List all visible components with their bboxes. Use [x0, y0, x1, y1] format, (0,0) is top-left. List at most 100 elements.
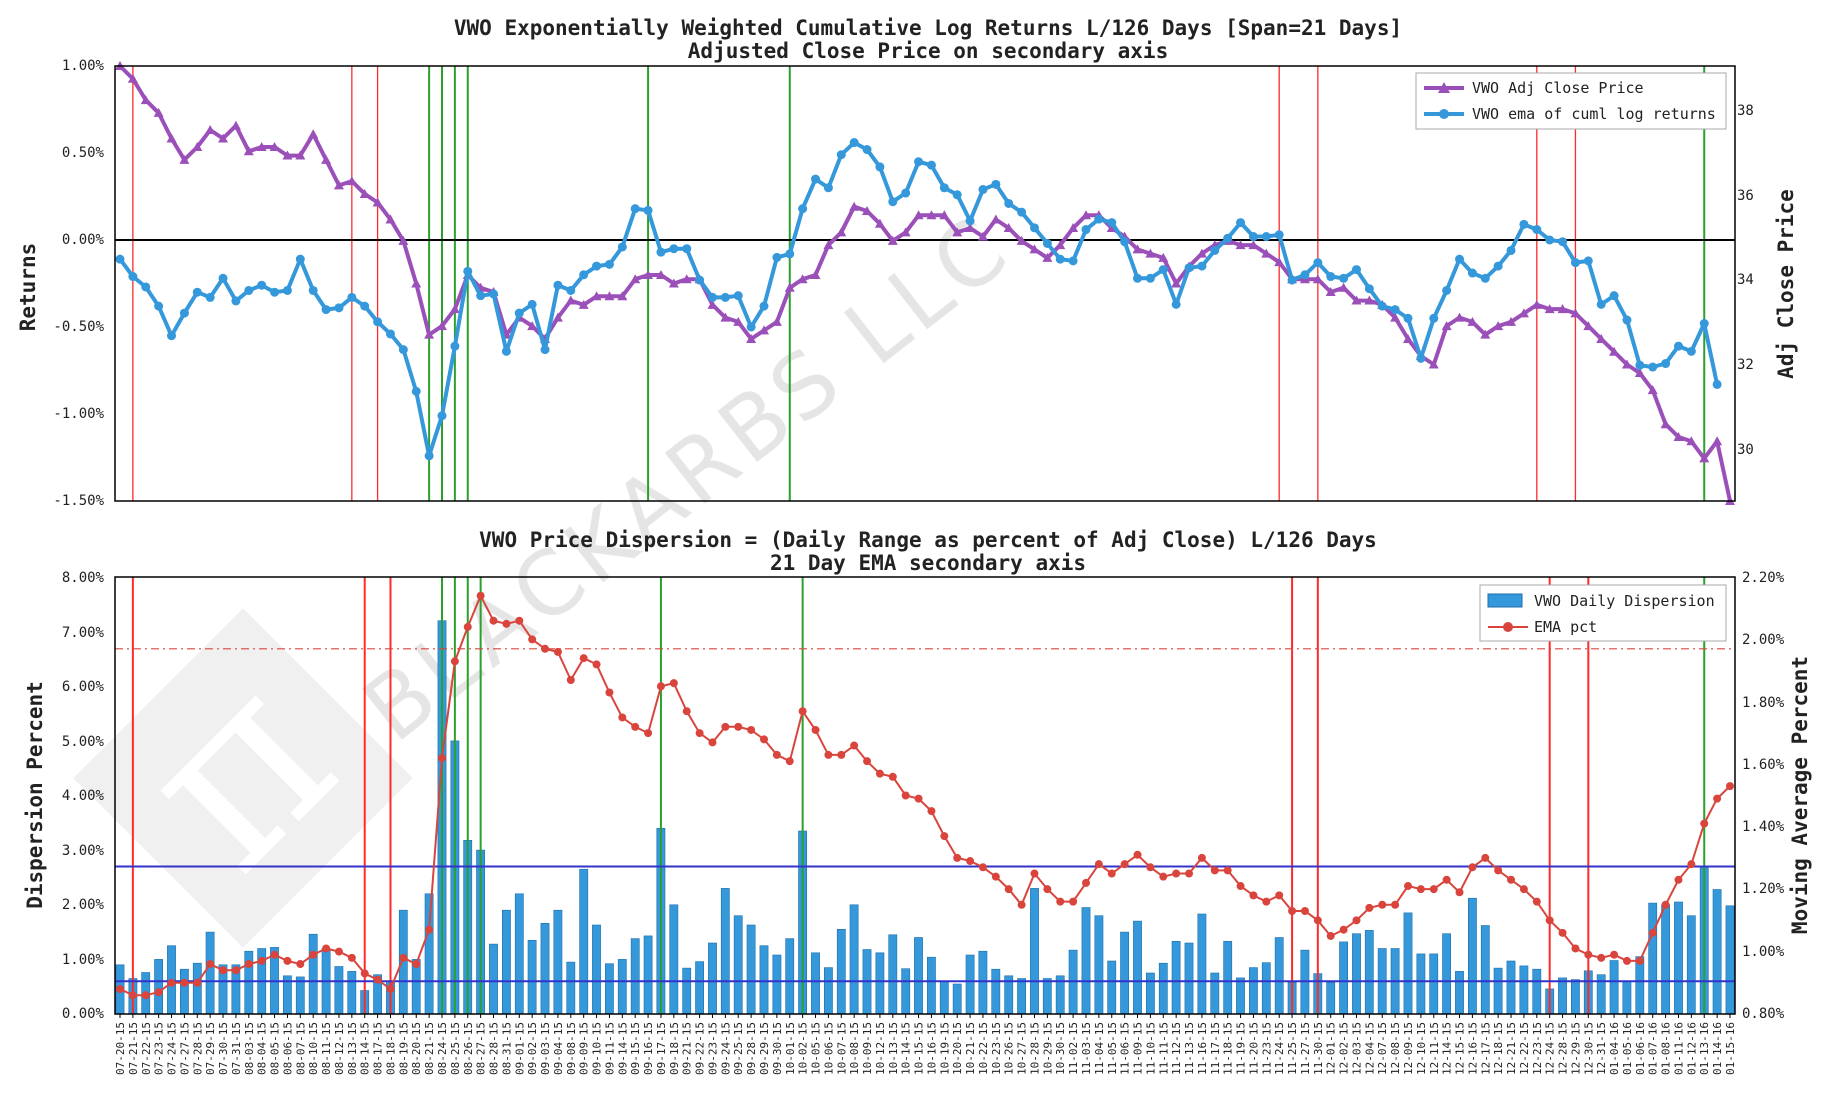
price-point	[1016, 235, 1027, 245]
x-tick-label: 08-27-15	[475, 1022, 488, 1075]
price-point	[527, 321, 538, 331]
ema-pct-point	[1468, 863, 1477, 872]
ema-pct-point	[708, 738, 717, 747]
dispersion-bar	[643, 935, 653, 1015]
x-tick-label: 12-18-15	[1492, 1022, 1505, 1075]
x-tick-label: 08-20-15	[410, 1022, 423, 1075]
bottom-subtitle: 21 Day EMA secondary axis	[770, 551, 1086, 575]
x-tick-label: 01-08-16	[1660, 1022, 1673, 1075]
ema-pct-point	[1687, 860, 1696, 869]
ema-pct-point	[785, 757, 794, 766]
x-tick-label: 10-30-15	[1054, 1022, 1067, 1075]
ema-point	[1133, 273, 1143, 283]
ema-point	[798, 204, 808, 214]
ema-point	[1377, 301, 1387, 311]
price-point	[1480, 329, 1491, 339]
dispersion-bar	[836, 928, 846, 1015]
x-tick-label: 07-27-15	[178, 1022, 191, 1075]
x-tick-label: 08-13-15	[346, 1022, 359, 1075]
dispersion-bar	[1712, 889, 1722, 1015]
x-tick-label: 01-15-16	[1724, 1022, 1737, 1075]
ema-pct-point	[1391, 900, 1400, 909]
bottom-ytick: 3.00%	[62, 843, 105, 859]
x-tick-label: 08-26-15	[462, 1022, 475, 1075]
ema-point	[849, 138, 859, 148]
ema-pct-point	[1519, 885, 1528, 894]
ema-point	[1596, 299, 1606, 309]
x-tick-label: 01-04-16	[1608, 1022, 1621, 1075]
price-point	[333, 180, 344, 190]
bottom-legend: VWO Daily Dispersion EMA pct	[1479, 584, 1727, 642]
ema-point	[1467, 268, 1477, 278]
ema-pct-point	[669, 679, 678, 688]
price-point	[230, 120, 241, 130]
ema-pct-point	[1713, 794, 1722, 803]
x-tick-label: 11-17-15	[1209, 1022, 1222, 1075]
x-tick-label: 09-03-15	[539, 1022, 552, 1075]
ema-point	[1583, 256, 1593, 266]
ema-point	[1313, 258, 1323, 268]
ema-pct-point	[863, 757, 872, 766]
ema-point	[772, 252, 782, 262]
ema-pct-point	[1352, 916, 1361, 925]
ema-pct-point	[1107, 869, 1116, 878]
ema-point	[1558, 237, 1568, 247]
x-tick-label: 11-24-15	[1273, 1022, 1286, 1075]
ema-point	[295, 254, 305, 264]
price-point	[1596, 333, 1607, 343]
x-tick-label: 09-21-15	[681, 1022, 694, 1075]
x-tick-label: 12-04-15	[1363, 1022, 1376, 1075]
bottom-ytick: 5.00%	[62, 734, 105, 750]
ema-point	[1493, 261, 1503, 271]
dispersion-bar	[888, 934, 898, 1015]
ema-pct-point	[1030, 869, 1039, 878]
dispersion-bar	[1571, 979, 1580, 1015]
ema-pct-point	[1700, 819, 1709, 828]
x-tick-label: 01-06-16	[1634, 1022, 1647, 1075]
ema-point	[1506, 245, 1516, 255]
price-point	[1647, 385, 1658, 395]
price-point	[295, 150, 306, 160]
top-ytick-right: 32	[1737, 357, 1754, 373]
ema-point	[939, 183, 949, 193]
ema-point	[489, 289, 499, 299]
bottom-title: VWO Price Dispersion = (Daily Range as p…	[479, 528, 1377, 552]
ema-pct-point	[656, 682, 665, 691]
x-tick-label: 11-30-15	[1312, 1022, 1325, 1075]
ema-pct-point	[850, 741, 859, 750]
price-point	[1196, 248, 1207, 258]
ema-point	[630, 204, 640, 214]
dispersion-bar	[978, 950, 988, 1015]
dispersion-bar	[1416, 953, 1426, 1015]
ema-pct-point	[1146, 863, 1155, 872]
price-point	[1621, 359, 1632, 369]
ema-pct-point	[1326, 931, 1335, 940]
x-tick-label: 11-02-15	[1067, 1022, 1080, 1075]
ema-pct-point	[1507, 875, 1516, 884]
dispersion-bar	[939, 980, 949, 1015]
top-ytick: -0.50%	[53, 319, 104, 335]
bottom-ytick-right: 2.00%	[1742, 632, 1785, 648]
price-point	[411, 278, 422, 288]
x-tick-label: 12-02-15	[1338, 1022, 1351, 1075]
ema-point	[1429, 313, 1439, 323]
ema-pct-point	[270, 950, 279, 959]
bottom-ytick-right: 1.80%	[1742, 695, 1785, 711]
ema-pct-point	[296, 960, 305, 969]
x-tick-label: 10-07-15	[835, 1022, 848, 1075]
dispersion-bar	[926, 956, 936, 1015]
price-point	[1132, 244, 1143, 254]
x-tick-label: 09-17-15	[655, 1022, 668, 1075]
ema-point	[1223, 233, 1233, 243]
price-point	[1081, 210, 1091, 220]
x-tick-label: 12-07-15	[1376, 1022, 1389, 1075]
x-tick-label: 08-25-15	[449, 1022, 462, 1075]
ema-point	[1545, 235, 1555, 245]
dispersion-bar	[180, 968, 189, 1015]
price-point	[1235, 240, 1246, 250]
x-tick-label: 09-09-15	[578, 1022, 591, 1075]
ema-point	[617, 242, 627, 252]
ema-pct-point	[837, 750, 846, 759]
ema-pct-point	[772, 750, 781, 759]
ema-point	[1326, 272, 1336, 282]
